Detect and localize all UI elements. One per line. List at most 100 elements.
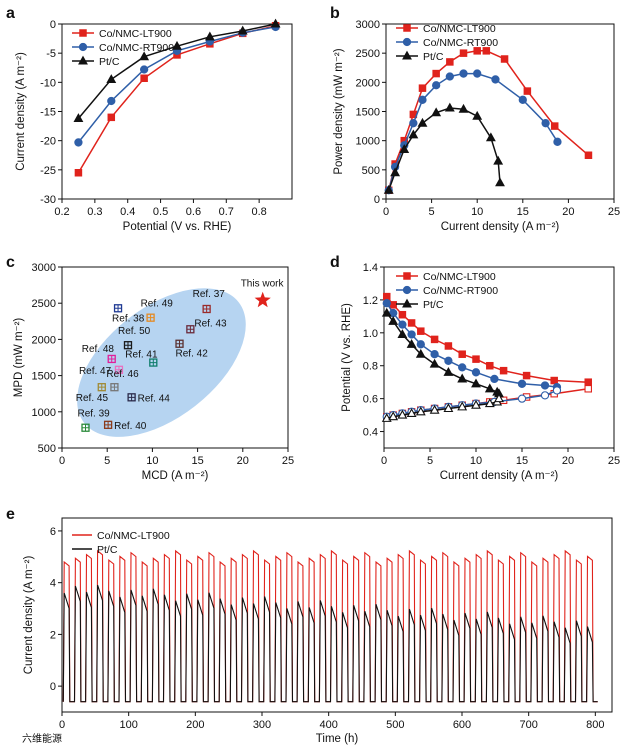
y-axis-label: Current density (A m⁻²) [23,556,35,675]
x-tick-label: 20 [237,455,249,467]
x-tick-label: 0 [383,206,389,218]
point-label: Ref. 41 [125,350,158,361]
x-tick-label: 25 [608,455,620,467]
data-point [74,138,83,147]
data-point [399,144,410,153]
series-line [387,107,501,191]
data-point [408,129,419,139]
x-axis-label: Current density (A m⁻²) [440,470,559,482]
y-tick-label: 1.2 [363,295,378,307]
data-point [431,107,442,117]
legend-entry: Co/NMC-RT900 [423,37,498,49]
x-tick-label: 0 [59,719,65,731]
data-point [550,122,559,130]
data-point [390,167,401,177]
data-point-cross [149,359,157,367]
chart-panel-c: 0 5 10 15 20 25 500 1000 1500 2000 2500 3000 MCD (A … [13,262,294,482]
data-point [495,177,505,187]
data-point [270,18,281,28]
y-tick-label: 2500 [356,48,380,60]
point-label: Ref. 49 [141,299,174,310]
x-axis-label: Time (h) [316,733,359,745]
x-tick-label: 25 [608,206,620,218]
anode-point [584,385,592,393]
anode-point [388,411,399,421]
data-point [553,137,562,146]
data-point [457,373,468,383]
data-point-cross [128,393,136,401]
y-tick-label: 6 [50,526,56,538]
x-tick-label: 20 [562,206,574,218]
y-tick-label: 0 [374,194,380,206]
data-point [140,74,148,83]
legend-entry: Co/NMC-RT900 [99,42,174,54]
legend-entry: Pt/C [423,51,444,63]
data-point [407,319,416,327]
y-tick-label: -20 [40,136,56,148]
point-label: Ref. 37 [193,289,226,300]
y-axis-label: Potential (V vs. RHE) [341,303,353,412]
x-tick-label: 0.3 [87,206,102,218]
x-tick-label: 0.6 [186,206,201,218]
x-tick-label: 10 [146,455,158,467]
legend-marker [78,42,88,52]
y-tick-label: 0.6 [363,394,378,406]
y-tick-label: -30 [40,194,56,206]
legend-marker [402,298,412,308]
anode-point [415,406,426,416]
plot-frame [61,266,289,449]
data-point [107,96,116,106]
point-label: Ref. 46 [106,369,139,380]
comparison-region-ellipse [77,288,246,437]
x-tick-label: 5 [104,455,110,467]
anode-point [471,399,481,409]
plot-frame [61,517,613,713]
data-point [486,361,494,370]
data-point [472,355,480,363]
y-tick-label: -5 [46,48,56,60]
y-tick-label: 2000 [356,77,380,89]
data-point [550,376,558,385]
point-label: Ref. 50 [118,326,151,337]
point-label: Ref. 47 [79,366,112,377]
plot-frame [385,23,615,200]
legend-entry: Co/NMC-RT900 [423,285,498,297]
legend-entry: Co/NMC-LT900 [423,23,496,35]
data-point [429,358,440,368]
point-label: Ref. 38 [112,313,145,324]
data-point-cross [176,340,184,348]
x-tick-label: 500 [386,719,404,731]
x-tick-label: 0.2 [54,206,69,218]
x-tick-label: 0.8 [251,206,266,218]
chart-panel-b: 0 5 10 15 20 25 0 500 1000 1500 2000 2500 3000 Curren… [333,19,620,233]
panel-letter-b: b [330,5,340,22]
data-point [382,299,391,308]
data-point [432,69,440,78]
data-point-cross [124,341,132,349]
anode-point [494,393,504,403]
x-tick-label: 20 [562,455,574,467]
legend-marker [78,55,88,65]
y-tick-label: 1500 [32,371,56,383]
data-point [432,81,441,90]
data-point [204,31,215,41]
data-point [415,348,426,358]
y-tick-label: 2 [50,629,56,641]
legend-marker [402,50,412,60]
y-tick-label: -10 [40,77,56,89]
data-point [584,151,593,160]
anode-point [552,386,562,395]
x-tick-label: 700 [519,719,537,731]
y-axis-label: Current density (A m⁻²) [15,52,27,171]
data-point-cross [104,421,112,429]
y-tick-label: -25 [40,165,56,177]
data-point [107,113,116,122]
data-point [389,301,397,309]
data-point-cross [110,383,118,391]
legend-entry: Pt/C [97,544,118,556]
chart-panel-d: 0 5 10 15 20 25 0.4 0.6 0.8 1.0 1.2 1.4 Current dens… [341,262,620,482]
data-point [73,113,84,123]
data-point [444,356,453,365]
data-point [172,40,182,50]
data-point [471,368,481,377]
